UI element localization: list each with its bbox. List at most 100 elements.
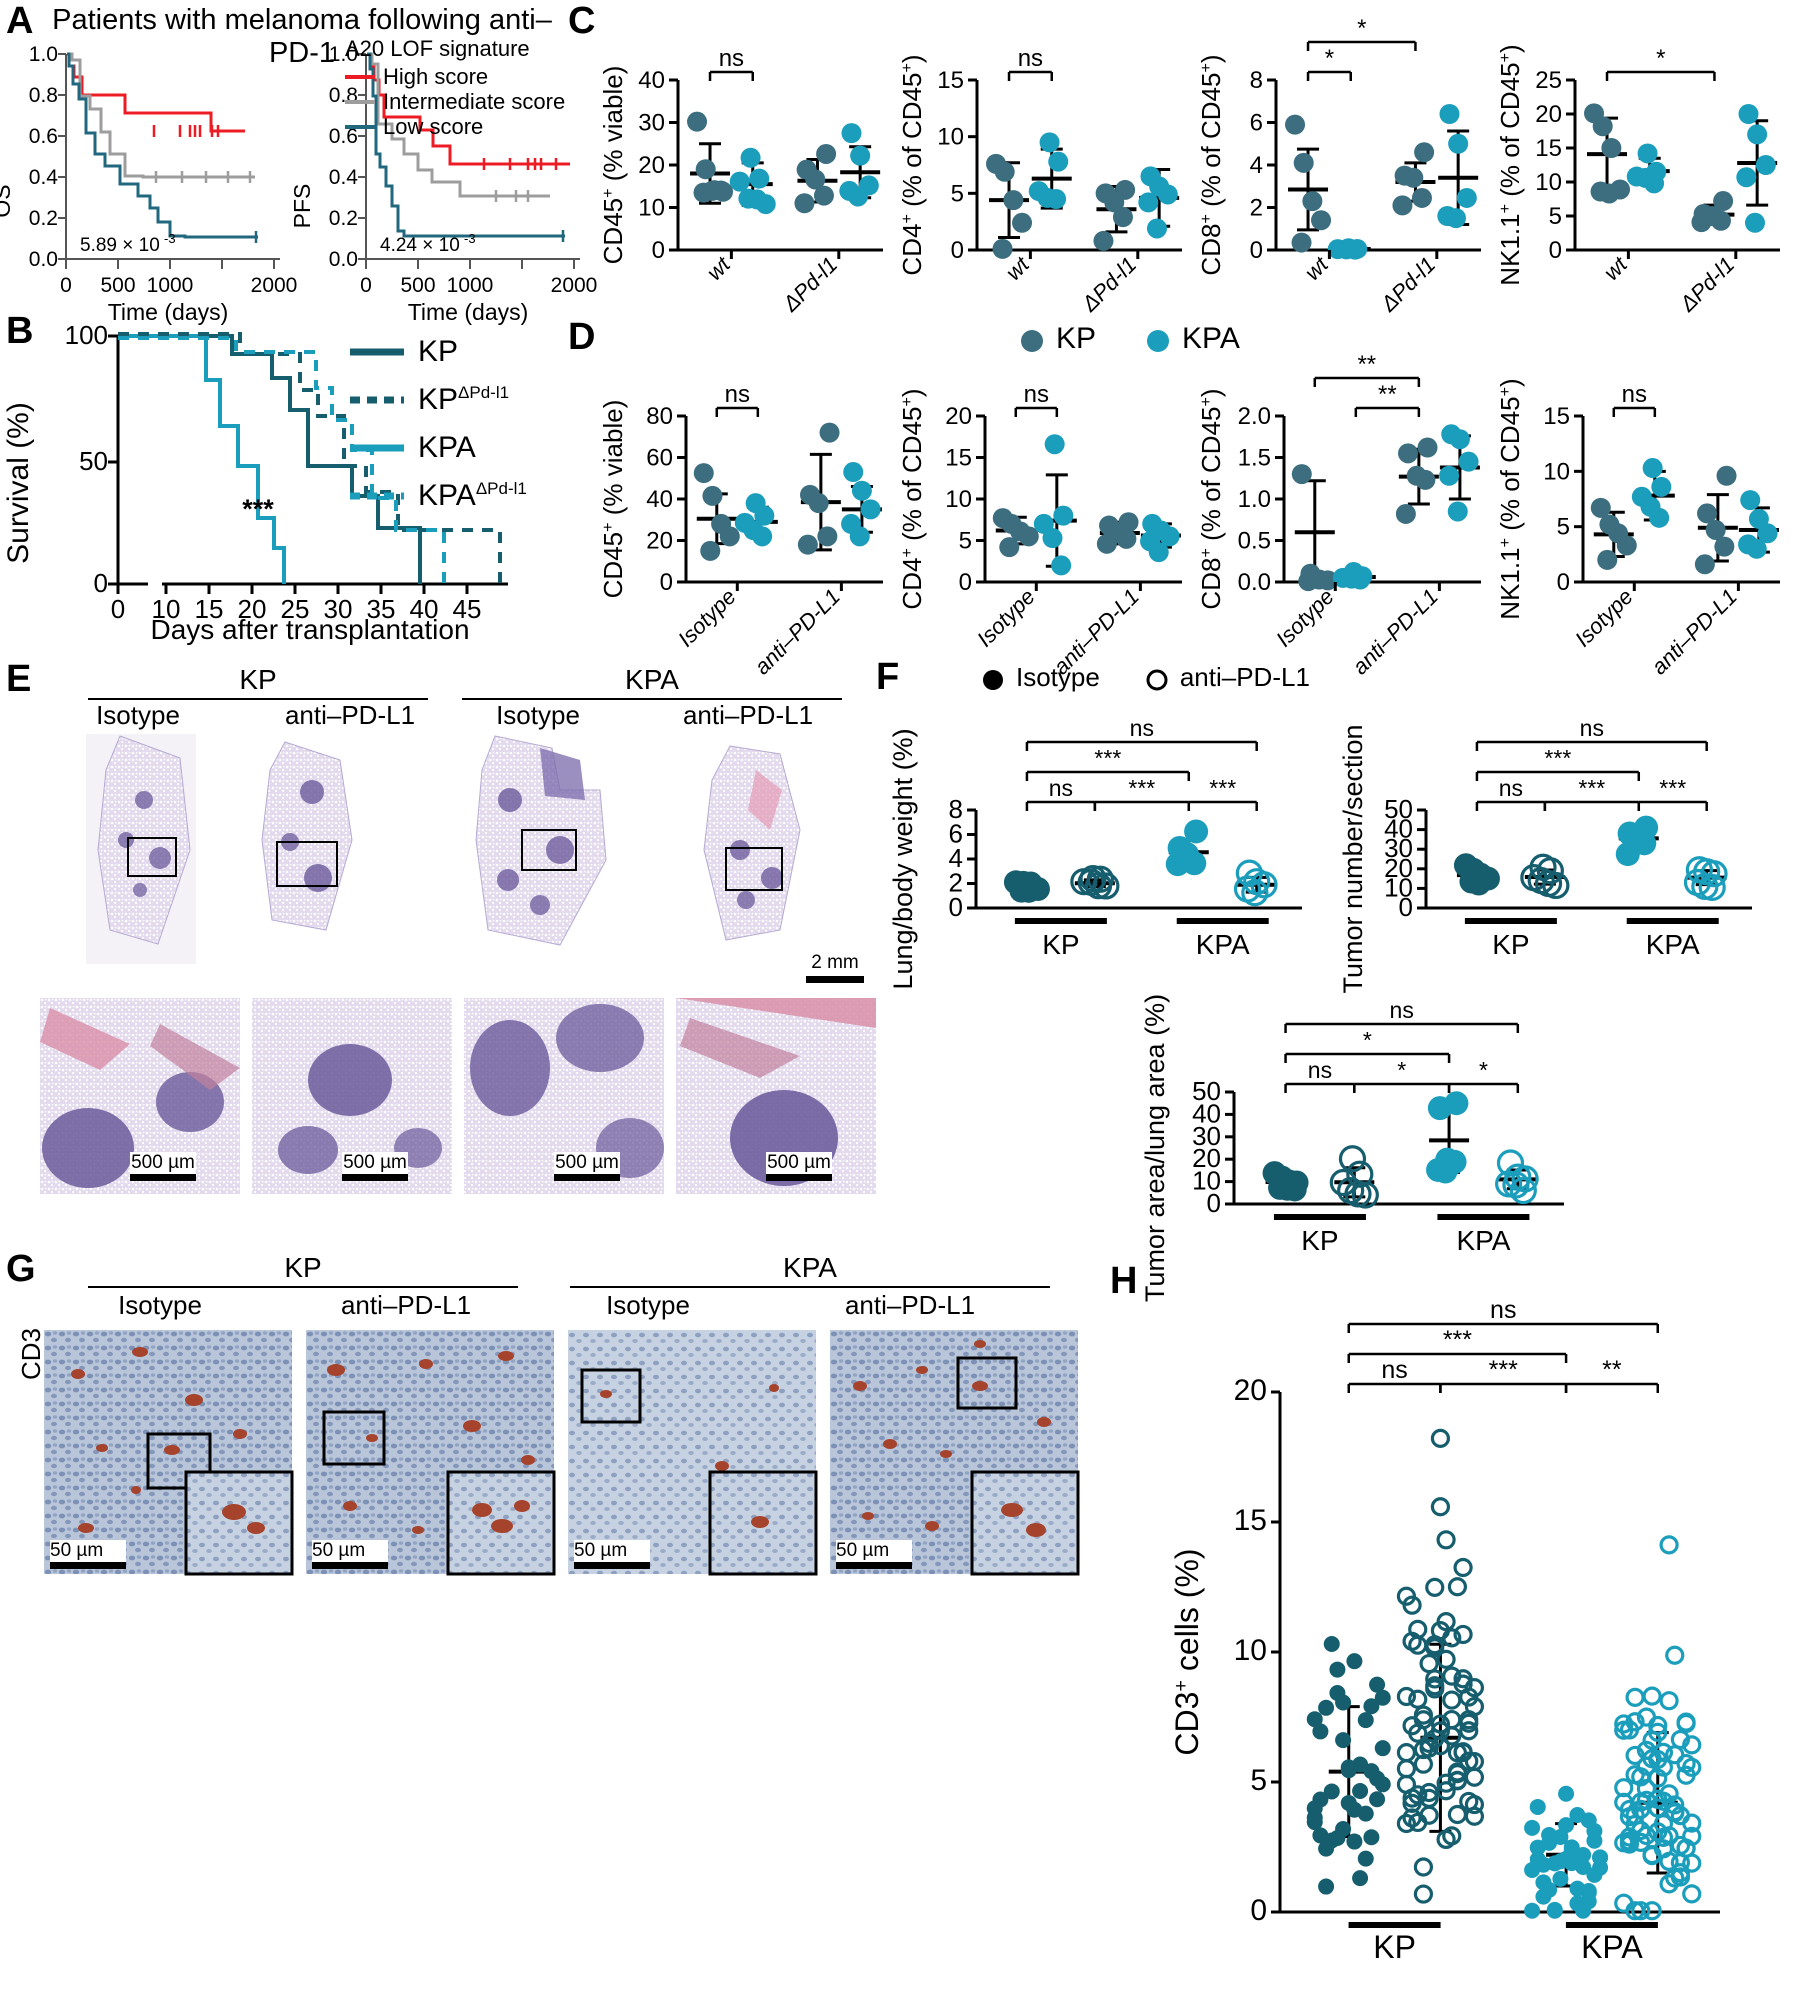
data-point [1157,184,1178,205]
legend-item-kpa-dpdl1: KPAΔPd-l1 [350,472,527,520]
significance-label: ns [1308,1057,1332,1083]
data-point [1738,104,1759,124]
panel-e-scalebar-2: 500 µm [342,1152,408,1181]
data-point [1464,1678,1485,1698]
y-axis-title: CD3+ cells (%) [1169,1548,1205,1755]
x-tick-label: Isotype [1570,584,1638,652]
data-point [805,169,826,190]
data-point [1746,538,1767,559]
y-tick-label: 20 [1535,101,1562,128]
svg-text:0.4: 0.4 [329,166,359,189]
data-point [1524,1862,1541,1879]
data-point [1436,1829,1456,1850]
panel-e-scalebar-top: 2 mm [806,952,864,983]
panel-d-chart-2: 0.0 0.5 1.0 1.5 2.0 ** ** Isotype anti–PD-L1 CD8+… [1196,351,1489,679]
data-point [1448,133,1469,154]
y-axis-title: CD4+ (% of CD45+) [897,388,927,609]
y-tick-label: 50 [1384,794,1413,824]
panelb-ylabel: Survival (%) [2,402,35,564]
y-tick-label: 25 [1535,67,1562,94]
significance-label: *** [1578,775,1605,801]
panel-a-label: A [6,0,34,42]
data-point [1447,1771,1468,1791]
data-point [1541,1834,1558,1851]
data-point [1575,1858,1592,1875]
panel-c-chart-0: 0 10 20 30 40 ns wt ΔPd-l1 CD45+ (% viable) [598,28,891,318]
panel-f-label: F [876,656,900,698]
data-point [1403,167,1424,188]
legend-line-solid-icon [350,348,404,356]
data-point [1116,528,1137,549]
y-tick-label: 80 [646,403,673,430]
y-tick-label: 8 [949,794,963,824]
y-tick-label: 15 [937,67,964,94]
significance-label: ns [719,45,744,72]
significance-label: ns [1390,997,1414,1023]
data-point [1649,507,1670,528]
data-point [1402,1631,1422,1651]
data-point [1374,1776,1391,1793]
data-point [1016,878,1041,903]
x-tick-label: KP [1042,929,1079,960]
y-tick-label: 0 [660,569,673,596]
data-point [1453,1557,1473,1578]
data-point [1369,1791,1386,1808]
data-point [1445,208,1466,229]
svg-text:20: 20 [238,594,267,624]
panel-g-group-kpa: KPA [560,1252,1060,1288]
data-point [1357,1805,1374,1822]
data-point [1311,210,1332,231]
legend-line-dashed-icon [350,492,404,500]
panel-b-label: B [6,310,34,352]
data-point [1616,535,1637,556]
data-point [1335,1732,1352,1749]
panel-g-group-kp: KP [78,1252,528,1288]
panel-e-histology-row [40,730,880,970]
data-point [847,186,868,207]
data-point [1439,465,1460,486]
data-point [749,168,770,189]
legend-item-low: Low score [345,114,565,139]
data-point [755,194,776,215]
pfs-pvalue: 4.24 × 10 [380,235,460,256]
data-point [1430,1428,1451,1448]
os-ylabel: OS [0,184,15,217]
panel-d-chart-1: 0 5 10 15 20 ns Isotype anti–PD-L1 CD4+ (% of CD… [897,364,1190,679]
data-point [1350,569,1371,590]
data-point [1716,465,1737,486]
legend-line-dashed-icon [350,396,404,404]
panel-f-top-charts: 0 2 4 6 8 ns *** ns *** *** KP KPA Lung/body weight … [888,700,1766,994]
ihc-image-kp-antipdl1 [306,1330,556,1576]
data-point [1396,1686,1417,1707]
pfs-ylabel: PFS [289,184,315,229]
svg-text:0.4: 0.4 [29,166,59,189]
significance-label: ns [1018,45,1043,72]
data-point [1398,443,1419,464]
data-point [1338,1145,1367,1173]
x-tick-label: Isotype [673,584,741,652]
data-point [1659,1784,1679,1804]
data-point [817,526,838,547]
x-tick-label: KP [1373,1929,1416,1965]
data-point [1392,195,1413,216]
y-tick-label: 10 [1234,1634,1267,1667]
data-point [1291,464,1312,485]
dot-filled-icon [983,669,1003,690]
x-tick-label: KP [1301,1225,1338,1256]
panel-d-charts: 0 20 40 60 80 ns Isotype anti–PD-L1 CD45+ (% via… [598,351,1788,679]
data-point [1415,469,1436,490]
ihc-image-kp-isotype [44,1330,294,1576]
data-point [1291,232,1312,253]
ihc-inset-kp-isotype [184,1470,294,1576]
data-point [1093,230,1114,251]
y-tick-label: 30 [1384,833,1413,863]
legend-label-kp: KP [1056,322,1097,355]
y-tick-label: 6 [949,819,963,849]
legend-label-low: Low score [383,113,484,139]
svg-text:-3: -3 [464,231,476,246]
